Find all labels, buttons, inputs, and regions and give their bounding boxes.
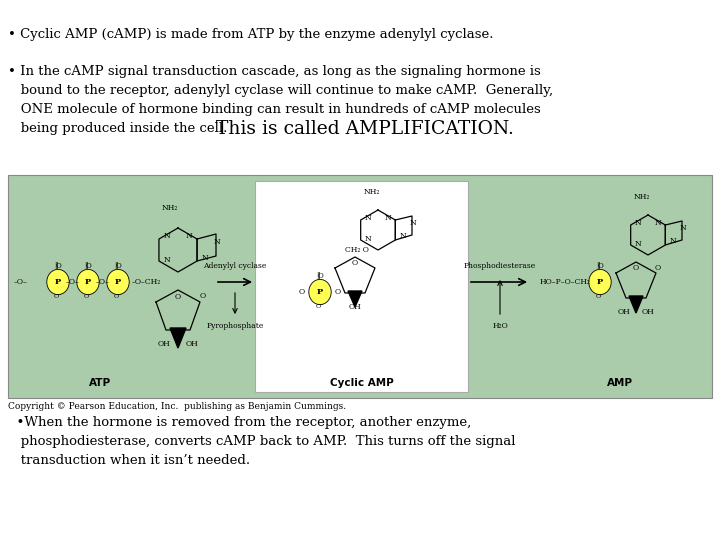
- Text: O: O: [633, 264, 639, 272]
- Text: NH₂: NH₂: [162, 204, 178, 212]
- Text: OH: OH: [348, 303, 361, 311]
- Text: N: N: [163, 256, 171, 264]
- Text: N: N: [634, 240, 642, 248]
- Text: bound to the receptor, adenylyl cyclase will continue to make cAMP.  Generally,: bound to the receptor, adenylyl cyclase …: [8, 84, 553, 97]
- Ellipse shape: [309, 279, 331, 305]
- Text: Pyrophosphate: Pyrophosphate: [207, 322, 264, 330]
- Text: P: P: [85, 278, 91, 286]
- Text: ‖: ‖: [316, 272, 320, 279]
- Text: ‖: ‖: [596, 262, 600, 269]
- Text: O: O: [175, 293, 181, 301]
- Text: OH: OH: [158, 340, 171, 348]
- Text: OH: OH: [618, 308, 631, 316]
- Text: Cyclic AMP: Cyclic AMP: [330, 378, 394, 388]
- Text: N: N: [364, 214, 372, 222]
- Text: N: N: [670, 237, 677, 245]
- Text: ‖: ‖: [54, 262, 58, 269]
- Text: –O–: –O–: [96, 278, 110, 286]
- Text: O: O: [299, 288, 305, 296]
- Text: Adenylyl cyclase: Adenylyl cyclase: [203, 262, 266, 270]
- Text: O: O: [335, 288, 341, 296]
- Text: ‖: ‖: [84, 262, 88, 269]
- Ellipse shape: [107, 269, 129, 295]
- Text: NH₂: NH₂: [634, 193, 650, 201]
- Text: O: O: [115, 262, 121, 270]
- Text: O⁻: O⁻: [84, 294, 92, 299]
- Text: N: N: [634, 219, 642, 227]
- Text: HO–P–O–CH₂: HO–P–O–CH₂: [540, 278, 591, 286]
- Text: N: N: [410, 219, 417, 227]
- Text: N: N: [186, 232, 192, 240]
- Text: P: P: [597, 278, 603, 286]
- Text: •When the hormone is removed from the receptor, another enzyme,: •When the hormone is removed from the re…: [8, 416, 472, 429]
- Text: N: N: [214, 238, 221, 246]
- Text: N: N: [202, 254, 209, 262]
- Text: ‖: ‖: [114, 262, 118, 269]
- Bar: [255, 181, 468, 392]
- Text: Copyright © Pearson Education, Inc.  publishing as Benjamin Cummings.: Copyright © Pearson Education, Inc. publ…: [8, 402, 346, 411]
- Text: This is called AMPLIFICATION.: This is called AMPLIFICATION.: [216, 120, 514, 138]
- Text: O: O: [317, 272, 323, 280]
- Text: –O–: –O–: [66, 278, 80, 286]
- Text: N: N: [384, 214, 392, 222]
- Text: N: N: [163, 232, 171, 240]
- Text: O: O: [200, 292, 206, 300]
- Text: P: P: [115, 278, 121, 286]
- Text: being produced inside the cell.: being produced inside the cell.: [8, 122, 240, 135]
- Text: CH₂ O: CH₂ O: [345, 246, 369, 254]
- Text: • Cyclic AMP (cAMP) is made from ATP by the enzyme adenylyl cyclase.: • Cyclic AMP (cAMP) is made from ATP by …: [8, 28, 493, 41]
- Text: O: O: [352, 259, 358, 267]
- Text: Phosphodiesterase: Phosphodiesterase: [464, 262, 536, 270]
- Polygon shape: [170, 328, 186, 348]
- Text: O: O: [55, 262, 61, 270]
- Text: H₂O: H₂O: [492, 322, 508, 330]
- Text: P: P: [55, 278, 61, 286]
- Text: O: O: [85, 262, 91, 270]
- Ellipse shape: [589, 269, 611, 295]
- Text: OH: OH: [186, 340, 199, 348]
- Bar: [8, 175, 712, 398]
- Text: O: O: [655, 264, 661, 272]
- Text: ONE molecule of hormone binding can result in hundreds of cAMP molecules: ONE molecule of hormone binding can resu…: [8, 103, 541, 116]
- Polygon shape: [629, 296, 643, 313]
- Text: N: N: [654, 219, 662, 227]
- Ellipse shape: [77, 269, 99, 295]
- Text: P: P: [317, 288, 323, 296]
- Text: O⁻: O⁻: [54, 294, 62, 299]
- Text: N: N: [364, 235, 372, 243]
- Text: AMP: AMP: [607, 378, 633, 388]
- Text: • In the cAMP signal transduction cascade, as long as the signaling hormone is: • In the cAMP signal transduction cascad…: [8, 65, 541, 78]
- Text: –O–: –O–: [14, 278, 28, 286]
- Text: –O–CH₂: –O–CH₂: [132, 278, 161, 286]
- Text: phosphodiesterase, converts cAMP back to AMP.  This turns off the signal: phosphodiesterase, converts cAMP back to…: [8, 435, 516, 448]
- Text: transduction when it isn’t needed.: transduction when it isn’t needed.: [8, 454, 250, 467]
- Text: N: N: [680, 224, 687, 232]
- Text: NH₂: NH₂: [364, 188, 380, 196]
- Text: O⁻: O⁻: [114, 294, 122, 299]
- Text: O⁻: O⁻: [596, 294, 604, 299]
- Text: O⁻: O⁻: [316, 304, 324, 309]
- Ellipse shape: [47, 269, 69, 295]
- Text: N: N: [400, 232, 407, 240]
- Text: O: O: [597, 262, 603, 270]
- Polygon shape: [348, 291, 362, 307]
- Text: OH: OH: [642, 308, 654, 316]
- Text: ATP: ATP: [89, 378, 111, 388]
